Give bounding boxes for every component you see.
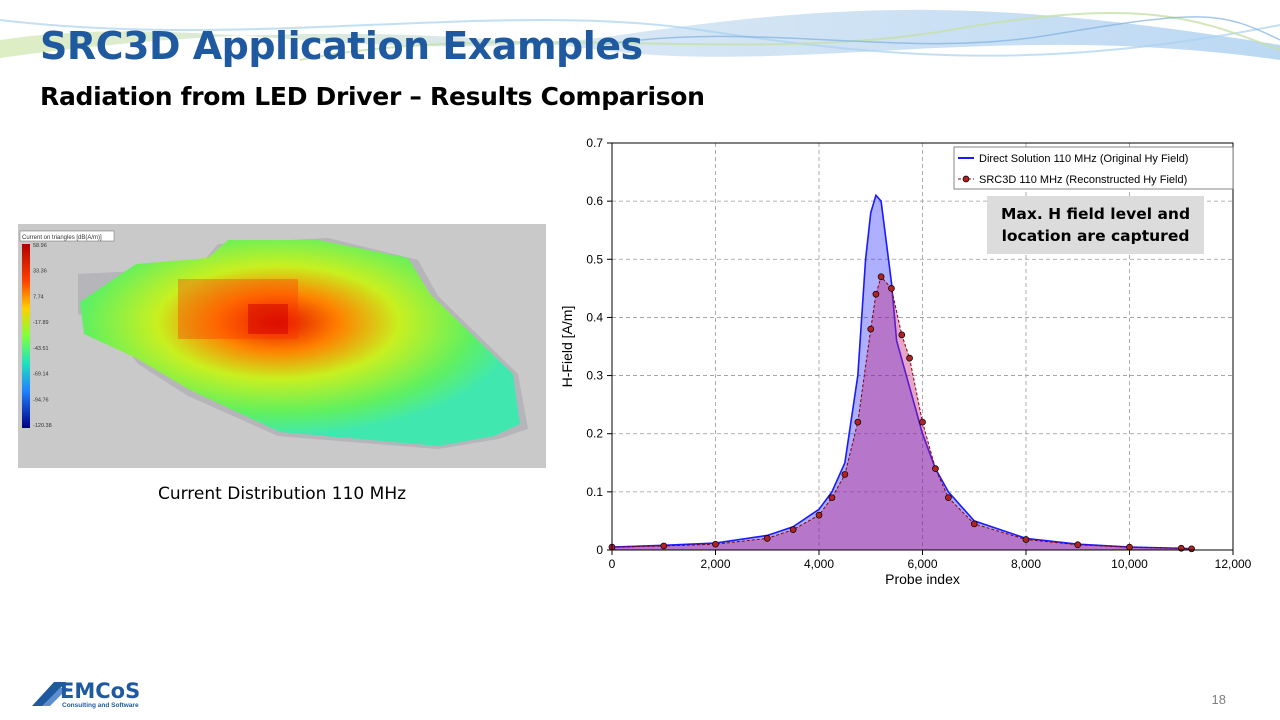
src3d-point xyxy=(1022,536,1030,543)
y-tick-label: 0.7 xyxy=(586,136,603,150)
x-tick-label: 12,000 xyxy=(1215,557,1252,571)
x-tick-label: 8,000 xyxy=(1011,557,1041,571)
src3d-point xyxy=(660,542,668,550)
src3d-point xyxy=(712,540,719,548)
src3d-point xyxy=(970,520,978,528)
chart-axes: 0 2,000 4,000 6,000 8,000 10,000 12,000 0 0.1 0.2… xyxy=(586,136,1251,571)
emcos-logo: EMCoS Consulting and Software xyxy=(32,679,140,709)
src3d-line xyxy=(611,275,1192,550)
x-tick-label: 10,000 xyxy=(1111,557,1148,571)
y-tick-label: 0.2 xyxy=(586,427,603,441)
src3d-point xyxy=(872,290,880,298)
src3d-point xyxy=(906,354,913,362)
current-distribution-image: Current on triangles [dB(A/m)] 58.96 33.3… xyxy=(18,224,546,468)
src3d-point xyxy=(877,273,885,281)
x-axis-label: Probe index xyxy=(885,571,960,587)
direct-solution-line xyxy=(611,193,1192,550)
slide-title: SRC3D Application Examples xyxy=(40,24,643,68)
src3d-point xyxy=(945,494,952,502)
x-tick-label: 4,000 xyxy=(804,557,834,571)
y-tick-label: 0.6 xyxy=(586,194,603,208)
logo-tagline: Consulting and Software xyxy=(62,702,139,709)
y-tick-label: 0.1 xyxy=(586,485,603,499)
heatmap-scale-label: 58.96 xyxy=(33,243,47,249)
src3d-point xyxy=(854,418,862,426)
slide-subtitle: Radiation from LED Driver – Results Comp… xyxy=(40,82,705,111)
legend-src3d: SRC3D 110 MHz (Reconstructed Hy Field) xyxy=(979,174,1187,186)
logo-text: EMCoS xyxy=(60,679,140,703)
src3d-point xyxy=(789,526,797,533)
y-tick-label: 0.5 xyxy=(586,252,603,266)
x-tick-label: 6,000 xyxy=(907,557,937,571)
chart-series xyxy=(608,193,1195,553)
src3d-area xyxy=(612,276,1192,550)
page-number: 18 xyxy=(1211,692,1226,707)
src3d-point xyxy=(898,331,906,339)
src3d-point xyxy=(828,494,836,502)
src3d-point xyxy=(815,511,823,519)
src3d-point xyxy=(841,471,849,478)
heatmap-scale-label: -43.51 xyxy=(33,346,49,352)
y-tick-label: 0.4 xyxy=(586,310,603,324)
annotation-box: Max. H field level and location are capt… xyxy=(987,196,1204,254)
heatmap-scale-label: -120.38 xyxy=(33,423,52,429)
heatmap-caption: Current Distribution 110 MHz xyxy=(157,484,407,504)
src3d-point xyxy=(763,535,771,542)
h-field-chart: 0 2,000 4,000 6,000 8,000 10,000 12,000 0 0.1 0.2… xyxy=(560,136,1252,587)
src3d-point xyxy=(919,418,926,426)
heatmap-scale-label: -17.89 xyxy=(33,320,49,326)
y-tick-label: 0.3 xyxy=(586,369,603,383)
x-tick-label: 2,000 xyxy=(700,557,730,571)
direct-solution-area xyxy=(612,195,1192,550)
y-tick-label: 0 xyxy=(596,543,603,557)
x-tick-label: 0 xyxy=(609,557,616,571)
plot-frame xyxy=(611,142,1234,551)
src3d-point xyxy=(1126,543,1133,551)
heatmap-legend-title: Current on triangles [dB(A/m)] xyxy=(22,235,102,241)
src3d-point xyxy=(1074,541,1082,549)
src3d-point xyxy=(1188,545,1195,553)
legend-direct-solution: Direct Solution 110 MHz (Original Hy Fie… xyxy=(979,153,1188,165)
heatmap-scale-label: -94.76 xyxy=(33,397,49,403)
heatmap-scale-label: 7.74 xyxy=(33,294,44,300)
heatmap-scale-label: 33.36 xyxy=(33,269,47,275)
src3d-point xyxy=(867,325,875,333)
y-axis-label: H-Field [A/m] xyxy=(560,306,575,388)
src3d-point xyxy=(888,285,895,292)
src3d-point xyxy=(932,465,939,472)
chart-legend: Direct Solution 110 MHz (Original Hy Fie… xyxy=(953,146,1234,190)
wave-banner xyxy=(0,9,1280,61)
heatmap-scale-label: -69.14 xyxy=(33,372,49,378)
